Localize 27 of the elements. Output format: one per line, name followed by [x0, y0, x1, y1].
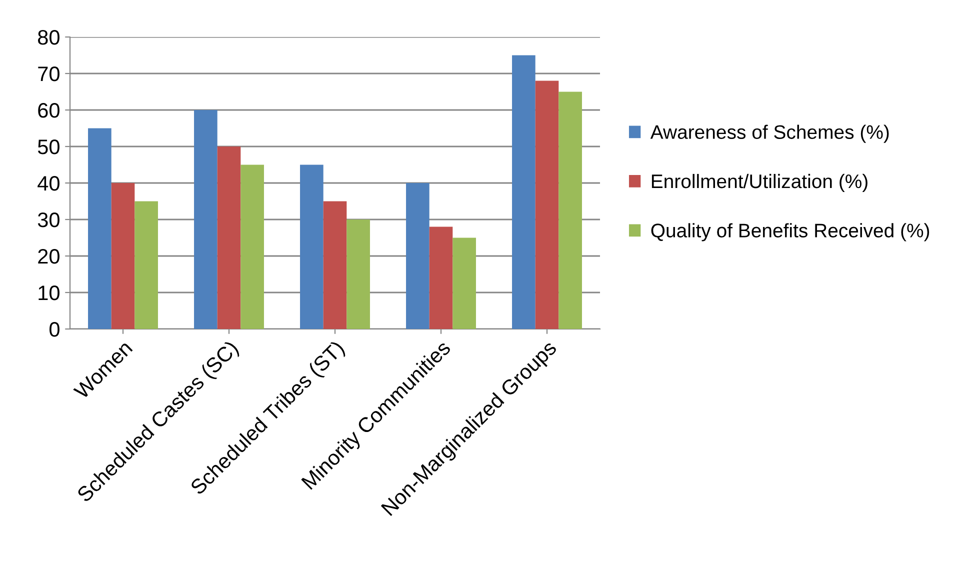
- legend-label: Quality of Benefits Received (%): [651, 223, 930, 242]
- bar: [429, 226, 453, 329]
- y-tick-label: 30: [38, 212, 60, 228]
- y-tick-label: 60: [38, 103, 60, 118]
- bar: [406, 183, 430, 329]
- bar: [346, 220, 370, 329]
- bar: [300, 164, 324, 329]
- bar: [88, 128, 112, 329]
- bar: [194, 110, 218, 329]
- y-tick-label: 10: [38, 286, 60, 300]
- bar: [323, 201, 347, 329]
- bar: [240, 164, 264, 329]
- legend-label: Enrollment/Utilization (%): [652, 174, 868, 192]
- y-tick-label: 40: [38, 176, 60, 191]
- y-tick-label: 70: [38, 66, 60, 82]
- bar: [535, 80, 559, 329]
- legend-label: Awareness of Schemes (%): [650, 124, 889, 143]
- bar: [217, 146, 241, 329]
- y-tick-label: 20: [38, 249, 60, 264]
- bar: [134, 201, 158, 329]
- bar: [512, 55, 536, 329]
- y-tick-label: 80: [38, 30, 60, 45]
- bar: [111, 183, 135, 329]
- bar: [452, 238, 476, 329]
- y-tick-label: 50: [38, 140, 60, 154]
- bar: [558, 92, 582, 329]
- y-tick-label: 0: [50, 322, 60, 337]
